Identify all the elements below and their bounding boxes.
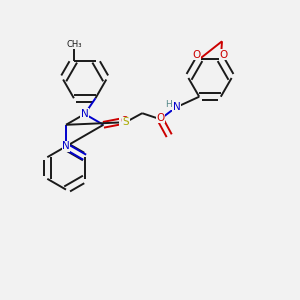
- Text: N: N: [173, 102, 181, 112]
- Text: N: N: [62, 141, 70, 152]
- Text: O: O: [192, 50, 200, 60]
- Text: H: H: [165, 100, 172, 109]
- Text: O: O: [156, 113, 164, 123]
- Text: N: N: [81, 109, 88, 119]
- Text: S: S: [122, 117, 129, 127]
- Text: CH₃: CH₃: [66, 40, 82, 49]
- Text: O: O: [120, 116, 128, 126]
- Text: O: O: [220, 50, 228, 60]
